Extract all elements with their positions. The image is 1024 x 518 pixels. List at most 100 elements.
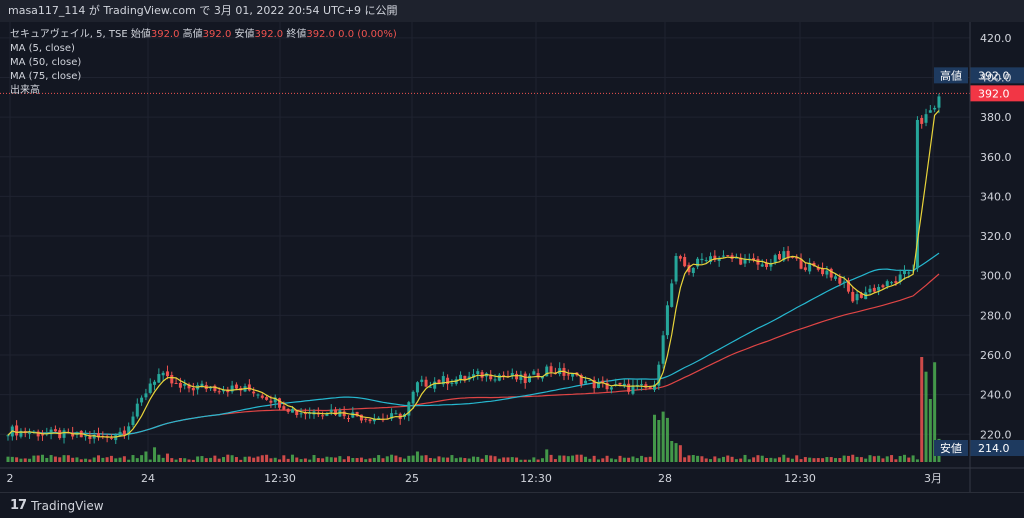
volume-bar — [696, 455, 700, 462]
candle-body — [411, 391, 415, 404]
candle-body — [19, 430, 23, 437]
candle-body — [721, 255, 725, 257]
candle-body — [321, 415, 325, 417]
candle-body — [859, 293, 863, 298]
candle-body — [523, 373, 527, 384]
volume-bar — [532, 457, 536, 462]
volume-bar — [40, 454, 44, 462]
candle-body — [515, 373, 519, 380]
candle-body — [165, 371, 169, 377]
volume-bar — [890, 455, 894, 462]
candle-body — [178, 382, 182, 388]
volume-bar — [709, 459, 713, 462]
candle-body — [290, 409, 294, 413]
candle-body — [894, 281, 898, 284]
volume-bar — [579, 454, 583, 462]
candle-body — [670, 283, 674, 307]
low-price-label: 214.0 — [978, 442, 1010, 455]
volume-bar — [213, 455, 217, 462]
volume-bar — [303, 458, 307, 462]
high-badge-label: 高値 — [940, 68, 962, 82]
volume-bar — [657, 420, 661, 462]
candle-body — [234, 384, 238, 389]
volume-bar — [97, 455, 101, 462]
tradingview-icon: 17 — [10, 498, 27, 513]
volume-bar — [769, 457, 773, 462]
volume-bar — [605, 455, 609, 462]
candle-body — [174, 383, 178, 385]
legend-ma5[interactable]: MA (5, close) — [10, 43, 75, 54]
volume-bar — [493, 456, 497, 462]
volume-bar — [355, 458, 359, 462]
volume-bar — [6, 456, 10, 462]
volume-bar — [79, 459, 83, 462]
volume-bar — [825, 457, 829, 462]
volume-bar — [239, 459, 243, 462]
candle-body — [661, 335, 665, 364]
volume-bar — [282, 455, 286, 462]
low-price-badge — [970, 440, 1024, 456]
candle-body — [62, 430, 66, 438]
time-tick: 3月 — [924, 472, 942, 485]
candle-body — [118, 431, 122, 437]
ohlc-row: セキュアヴェイル, 5, TSE 始値392.0 高値392.0 安値392.0… — [10, 28, 397, 42]
candle-body — [528, 375, 532, 383]
volume-bar — [721, 456, 725, 462]
last-price-badge — [970, 85, 1024, 102]
volume-bar — [786, 457, 790, 462]
legend-ma50[interactable]: MA (50, close) — [10, 57, 82, 68]
volume-bar — [894, 459, 898, 462]
volume-bar — [385, 456, 389, 462]
volume-bar — [902, 454, 906, 462]
candle-body — [933, 107, 937, 110]
volume-bar — [510, 457, 514, 462]
volume-bar — [812, 458, 816, 462]
volume-bar — [519, 459, 523, 462]
candle-body — [97, 433, 101, 438]
volume-bar — [588, 458, 592, 462]
volume-bar — [622, 457, 626, 462]
volume-bar — [700, 456, 704, 462]
candle-body — [450, 382, 454, 384]
volume-bar — [122, 456, 126, 462]
candle-body — [153, 381, 157, 385]
ma5-line — [7, 110, 940, 438]
legend-ma75[interactable]: MA (75, close) — [10, 71, 82, 82]
volume-bar — [390, 454, 394, 462]
candle-body — [924, 114, 928, 123]
volume-bar — [924, 371, 928, 462]
volume-bar — [265, 454, 269, 462]
volume-bar — [480, 458, 484, 462]
candle-body — [497, 374, 501, 381]
volume-bar — [437, 456, 441, 462]
volume-bar — [484, 455, 488, 462]
volume-bar — [799, 459, 803, 462]
volume-bar — [756, 455, 760, 462]
volume-bar — [295, 457, 299, 462]
low-label: 安値 — [234, 29, 255, 40]
volume-bar — [665, 417, 669, 462]
volume-bar — [278, 459, 282, 462]
volume-bar — [575, 454, 579, 462]
candle-body — [282, 406, 286, 410]
chart-area[interactable]: 高値 392.0 392.0 安値 214.0 420.0 400.0 380.0 360.0… — [0, 22, 1024, 492]
tradingview-logo[interactable]: 17 TradingView — [10, 498, 104, 513]
volume-bar — [325, 456, 329, 462]
volume-bar — [752, 457, 756, 462]
legend-volume[interactable]: 出来高 — [10, 85, 40, 96]
candle-body — [915, 119, 919, 269]
candle-body — [549, 366, 553, 372]
candle-body — [803, 267, 807, 270]
open-value: 392.0 — [150, 29, 180, 40]
volume-bar — [816, 458, 820, 462]
volume-bar — [148, 459, 152, 462]
candle-body — [846, 280, 850, 292]
candle-body — [739, 257, 743, 265]
volume-bar — [907, 457, 911, 462]
volume-bar — [260, 455, 264, 462]
candle-body — [834, 276, 838, 279]
volume-bar — [726, 455, 730, 462]
volume-bar — [881, 458, 885, 462]
candle-body — [700, 258, 704, 261]
